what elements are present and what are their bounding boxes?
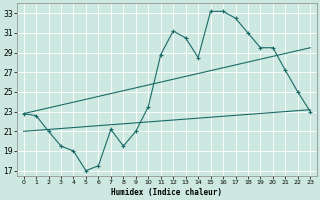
X-axis label: Humidex (Indice chaleur): Humidex (Indice chaleur) (111, 188, 222, 197)
